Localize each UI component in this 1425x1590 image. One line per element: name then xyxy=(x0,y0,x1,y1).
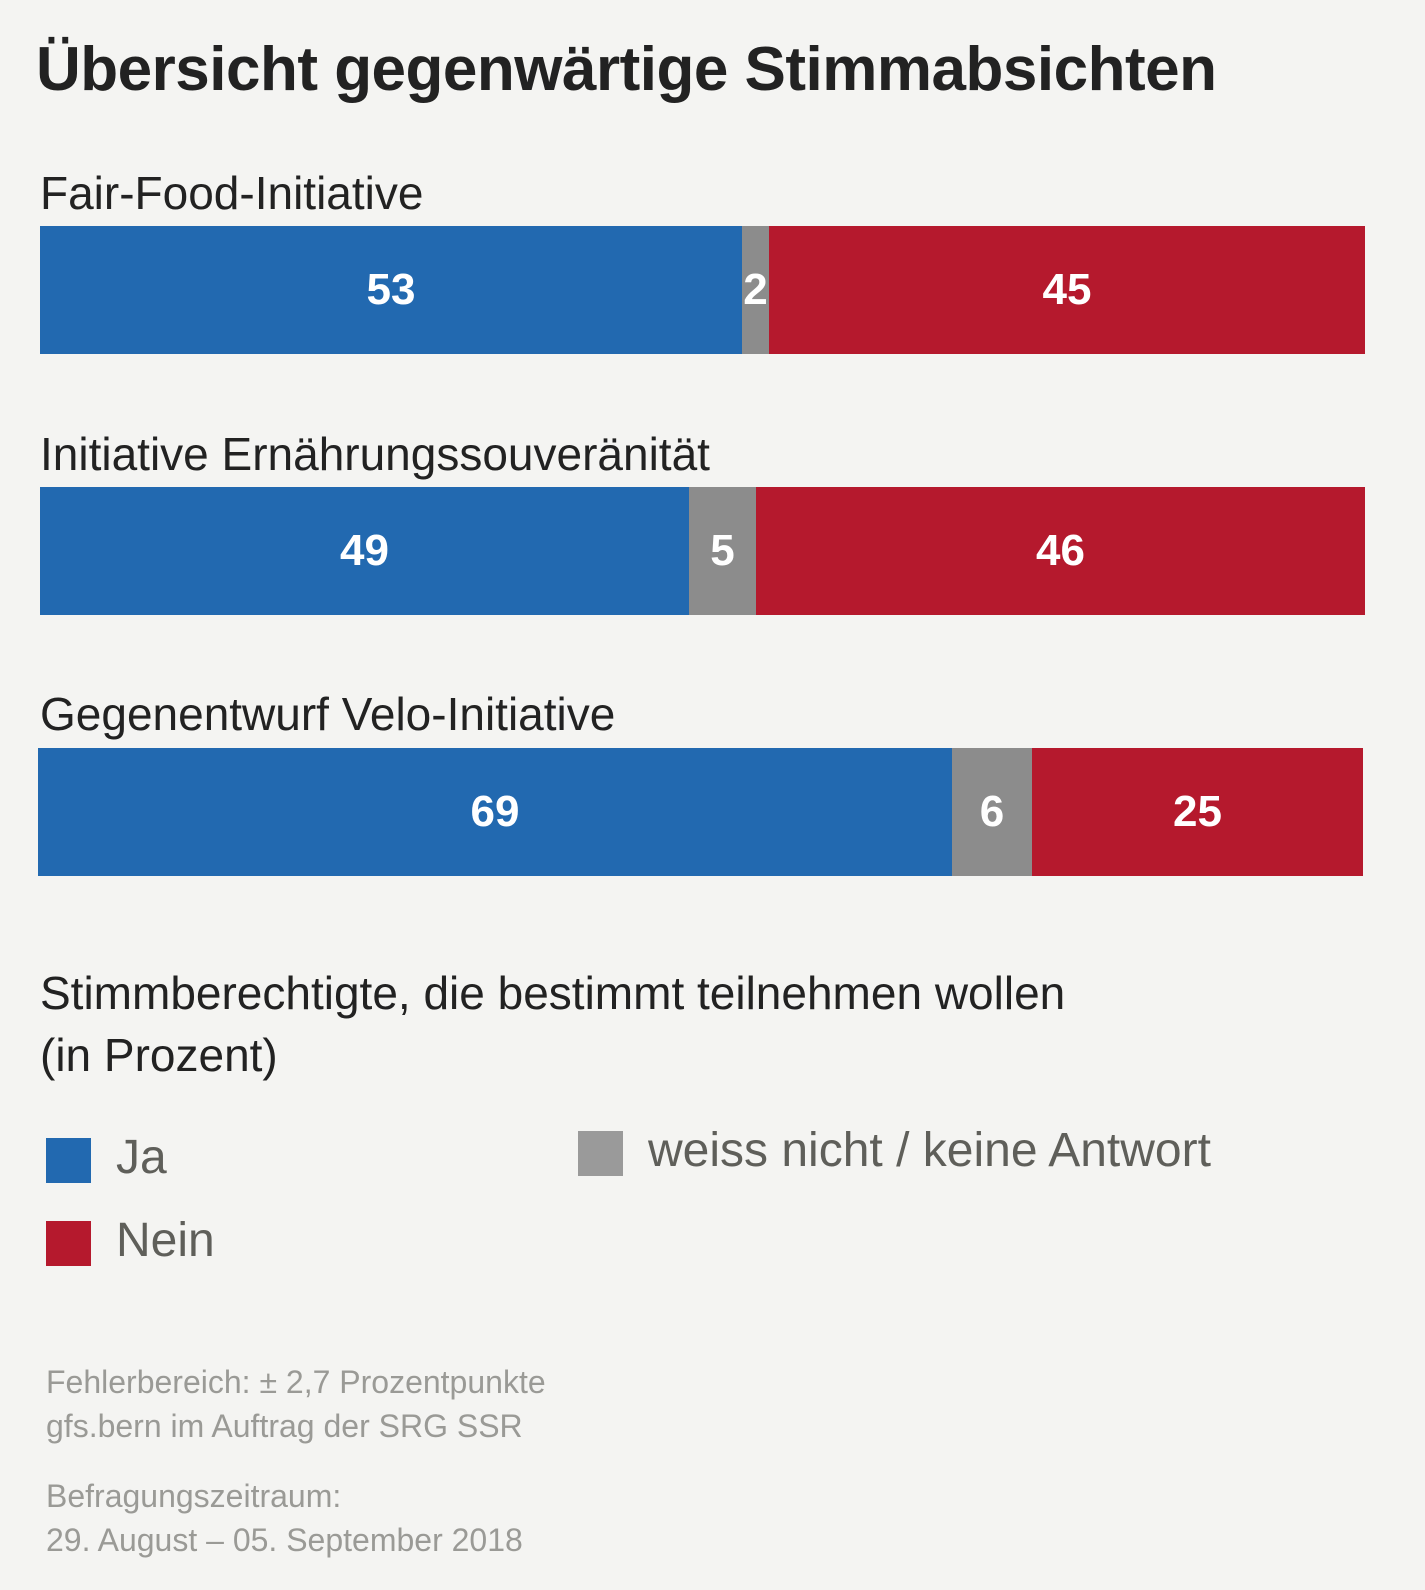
bar-segment-nein xyxy=(1032,748,1363,876)
legend-swatch-ja xyxy=(46,1138,91,1183)
category-label: Initiative Ernährungssouveränität xyxy=(40,428,710,480)
footnote-source: gfs.bern im Auftrag der SRG SSR xyxy=(46,1408,523,1444)
bar-segment-weiss-nicht-keine-antwort xyxy=(689,487,756,615)
bar-segment-weiss-nicht-keine-antwort xyxy=(742,226,769,354)
stacked-bar: 49 5 46 xyxy=(40,487,1365,615)
data-label: 5 xyxy=(710,526,735,575)
data-label: 6 xyxy=(979,787,1005,836)
stacked-bar: 53 2 45 xyxy=(40,226,1365,354)
bar-segment-ja xyxy=(40,487,689,615)
bar-segment-weiss-nicht-keine-antwort xyxy=(952,748,1032,876)
legend-label-weiss-nicht: weiss nicht / keine Antwort xyxy=(648,1124,1211,1177)
chart-subtitle: Stimmberechtigte, die bestimmt teilnehme… xyxy=(40,967,1066,1081)
bar-segment-nein xyxy=(756,487,1365,615)
data-label: 2 xyxy=(743,265,768,314)
legend-label-nein: Nein xyxy=(116,1214,215,1267)
stacked-bar: 69 6 25 xyxy=(38,748,1363,876)
bar-segment-ja xyxy=(38,748,952,876)
data-label: 49 xyxy=(340,526,389,575)
data-label: 45 xyxy=(1042,265,1092,314)
category-label: Gegenentwurf Velo-Initiative xyxy=(40,688,616,740)
footnote-error-margin: Fehlerbereich: ± 2,7 Prozentpunkte xyxy=(46,1364,546,1400)
data-label: 25 xyxy=(1173,787,1222,836)
footnote-period-label: Befragungszeitraum: xyxy=(46,1478,342,1514)
data-label: 46 xyxy=(1036,526,1085,575)
footnote-period-dates: 29. August – 05. September 2018 xyxy=(46,1522,523,1558)
category-label: Fair-Food-Initiative xyxy=(40,167,424,219)
bar-segment-ja xyxy=(40,226,742,354)
data-label: 69 xyxy=(470,787,520,836)
legend-swatch-nein xyxy=(46,1221,91,1266)
data-label: 53 xyxy=(366,265,416,314)
chart-title: Übersicht gegenwärtige Stimmabsichten xyxy=(36,35,1217,104)
legend-swatch-weiss-nicht xyxy=(578,1131,623,1176)
legend-label-ja: Ja xyxy=(116,1131,167,1184)
bar-segment-nein xyxy=(769,226,1365,354)
